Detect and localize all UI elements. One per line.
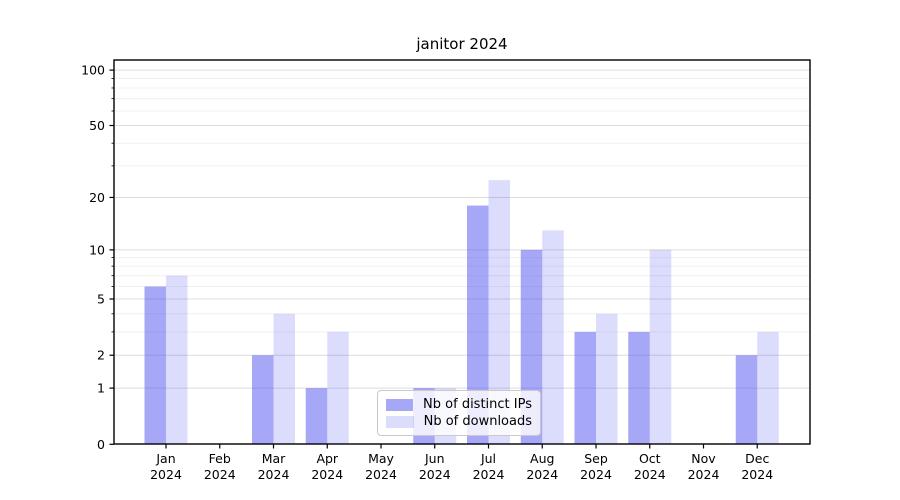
x-tick-label-year-aug: 2024 [526,467,558,482]
x-tick-label-month-jun: Jun [424,451,445,466]
x-tick-label-month-jul: Jul [480,451,496,466]
bar-distinct-ips-oct [628,331,650,444]
x-tick-label-month-jan: Jan [155,451,175,466]
x-tick-label-year-oct: 2024 [634,467,666,482]
x-tick-label-year-may: 2024 [365,467,397,482]
bar-distinct-ips-jan [144,286,166,444]
x-tick-label-year-feb: 2024 [204,467,236,482]
x-tick-label-month-aug: Aug [530,451,554,466]
x-tick-label-year-jan: 2024 [150,467,182,482]
y-tick-label: 2 [97,348,105,363]
x-tick-label-month-nov: Nov [691,451,716,466]
bar-downloads-mar [273,313,295,444]
x-tick-label-month-may: May [368,451,394,466]
legend-item-distinct-ips: Nb of distinct IPs [386,397,532,412]
bar-distinct-ips-jul [467,205,489,444]
x-tick-label-month-feb: Feb [209,451,231,466]
y-tick-label: 10 [89,242,105,257]
axes-frame [113,59,811,445]
x-tick-label-month-dec: Dec [745,451,769,466]
y-tick-label: 20 [89,190,105,205]
chart-legend: Nb of distinct IPs Nb of downloads [377,390,541,436]
legend-swatch-distinct-ips [386,398,414,411]
bar-downloads-oct [649,249,672,444]
legend-swatch-downloads [386,415,414,428]
x-tick-label-year-sep: 2024 [580,467,612,482]
x-tick-label-month-oct: Oct [639,451,661,466]
legend-label-distinct-ips: Nb of distinct IPs [423,397,532,412]
bar-distinct-ips-mar [252,355,274,444]
x-tick-label-year-apr: 2024 [311,467,343,482]
x-tick-label-month-sep: Sep [584,451,608,466]
chart-title: janitor 2024 [416,35,508,53]
x-tick-label-year-jun: 2024 [419,467,451,482]
legend-label-downloads: Nb of downloads [423,414,532,429]
bar-downloads-dec [757,331,779,444]
bar-distinct-ips-sep [574,331,596,444]
bar-downloads-sep [596,313,618,444]
y-tick-label: 100 [81,63,105,78]
y-tick-label: 0 [97,437,105,452]
x-tick-label-year-jul: 2024 [473,467,505,482]
x-tick-label-month-mar: Mar [262,451,286,466]
x-tick-label-year-dec: 2024 [741,467,773,482]
x-tick-label-year-nov: 2024 [688,467,720,482]
legend-item-downloads: Nb of downloads [386,414,532,429]
y-tick-label: 1 [97,381,105,396]
x-tick-label-month-apr: Apr [316,451,338,466]
bar-downloads-jul [488,180,510,444]
bar-distinct-ips-apr [305,388,328,444]
bar-distinct-ips-dec [735,355,758,444]
bar-downloads-jan [166,275,188,444]
y-tick-label: 5 [97,292,105,307]
x-tick-label-year-mar: 2024 [258,467,290,482]
y-tick-label: 50 [89,118,105,133]
bar-downloads-apr [327,331,349,444]
bar-downloads-aug [542,230,564,444]
